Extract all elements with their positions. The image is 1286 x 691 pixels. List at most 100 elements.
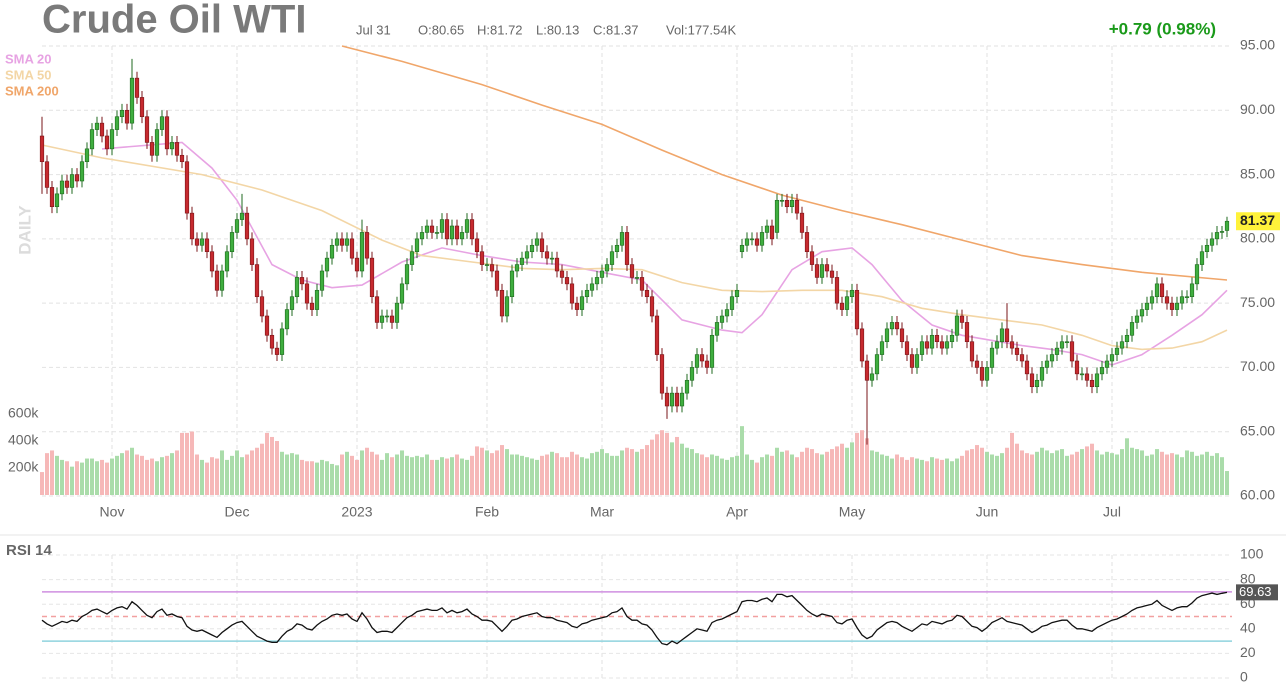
volume-bar <box>1180 457 1184 495</box>
rsi-tick-label: 40 <box>1240 620 1256 636</box>
candle-body <box>429 225 435 233</box>
volume-bar <box>375 454 379 495</box>
volume-bar <box>285 454 289 495</box>
volume-bar <box>190 431 194 495</box>
candle-body <box>434 232 440 234</box>
price-tag-bg <box>1236 212 1280 231</box>
candle-body <box>374 296 380 323</box>
candle-body <box>984 367 990 381</box>
candle-body <box>1039 367 1045 381</box>
volume-bar <box>500 445 504 495</box>
candle-body <box>324 257 330 272</box>
candle-body <box>459 232 465 240</box>
volume-bar <box>975 445 979 495</box>
candle-body <box>94 122 100 130</box>
quote-close: C:81.37 <box>593 22 639 37</box>
volume-bar <box>1195 455 1199 495</box>
candle-body <box>269 334 275 349</box>
candle-body <box>1044 360 1050 368</box>
volume-bar <box>935 458 939 495</box>
candle-body <box>419 232 425 240</box>
candle-body <box>1139 309 1145 317</box>
candle-body <box>1089 379 1095 388</box>
volume-bar <box>880 454 884 495</box>
volume-bar <box>850 442 854 495</box>
volume-bar <box>525 457 529 495</box>
candle-body <box>399 283 405 304</box>
volume-bar <box>615 455 619 495</box>
candle-body <box>949 334 955 343</box>
volume-bar <box>1100 454 1104 495</box>
volume-bar <box>1130 447 1134 495</box>
candle-body <box>819 264 825 278</box>
candle-body <box>794 199 800 214</box>
volume-bar <box>130 447 134 495</box>
candle-body <box>944 341 950 349</box>
volume-bar <box>1165 454 1169 495</box>
volume-bar <box>55 455 59 495</box>
volume-bar <box>1135 449 1139 495</box>
quote-open: O:80.65 <box>418 22 464 37</box>
volume-bar <box>275 441 279 495</box>
volume-bar <box>435 459 439 495</box>
candle-body <box>229 232 235 253</box>
candle-body <box>919 341 925 355</box>
volume-bar <box>455 454 459 495</box>
volume-bar <box>280 451 284 495</box>
volume-bar <box>830 449 834 495</box>
candle-body <box>404 264 410 285</box>
candle-body <box>479 251 485 265</box>
volume-bar <box>1065 455 1069 495</box>
candle-body <box>879 341 885 355</box>
volume-bar <box>685 447 689 495</box>
volume-bar <box>40 472 44 495</box>
volume-bar <box>1215 453 1219 495</box>
volume-bar <box>270 436 274 495</box>
candle-body <box>759 232 765 246</box>
candle-body <box>744 238 750 246</box>
candle-body <box>1144 302 1150 310</box>
volume-bar <box>1010 432 1014 495</box>
volume-bar <box>220 450 224 495</box>
candle-body <box>464 219 470 233</box>
y-tick-label: 95.00 <box>1240 37 1275 53</box>
candle-body <box>704 360 710 368</box>
quote-low: L:80.13 <box>536 22 579 37</box>
candle-body <box>189 212 195 240</box>
volume-bar <box>165 455 169 495</box>
candle-body <box>304 283 310 304</box>
candle-body <box>454 225 460 240</box>
volume-bar <box>65 461 69 495</box>
candle-body <box>774 199 780 233</box>
candle-body <box>354 257 360 272</box>
candle-body <box>414 238 420 253</box>
volume-bar <box>1200 454 1204 495</box>
candle-body <box>359 232 365 272</box>
price-change: +0.79 (0.98%) <box>1109 19 1216 38</box>
candle-body <box>554 257 560 272</box>
candle-body <box>1074 360 1080 375</box>
volume-bar <box>1045 450 1049 495</box>
candle-body <box>179 154 185 163</box>
volume-bar <box>785 450 789 495</box>
candle-body <box>169 142 175 150</box>
volume-bar <box>795 457 799 495</box>
volume-bar <box>690 449 694 495</box>
candle-body <box>1099 367 1105 375</box>
candle-body <box>739 244 745 253</box>
volume-bar <box>465 459 469 495</box>
volume-bar <box>385 453 389 495</box>
candle-body <box>644 289 650 298</box>
y-tick-label: 90.00 <box>1240 101 1275 117</box>
volume-bar <box>945 458 949 495</box>
candle-body <box>884 328 890 343</box>
volume-bar <box>70 466 74 495</box>
candle-body <box>39 135 45 163</box>
volume-bar <box>735 455 739 495</box>
volume-bar <box>855 432 859 495</box>
candle-body <box>869 373 875 381</box>
volume-bar <box>900 457 904 495</box>
volume-bar <box>240 457 244 495</box>
volume-bar <box>1115 454 1119 495</box>
